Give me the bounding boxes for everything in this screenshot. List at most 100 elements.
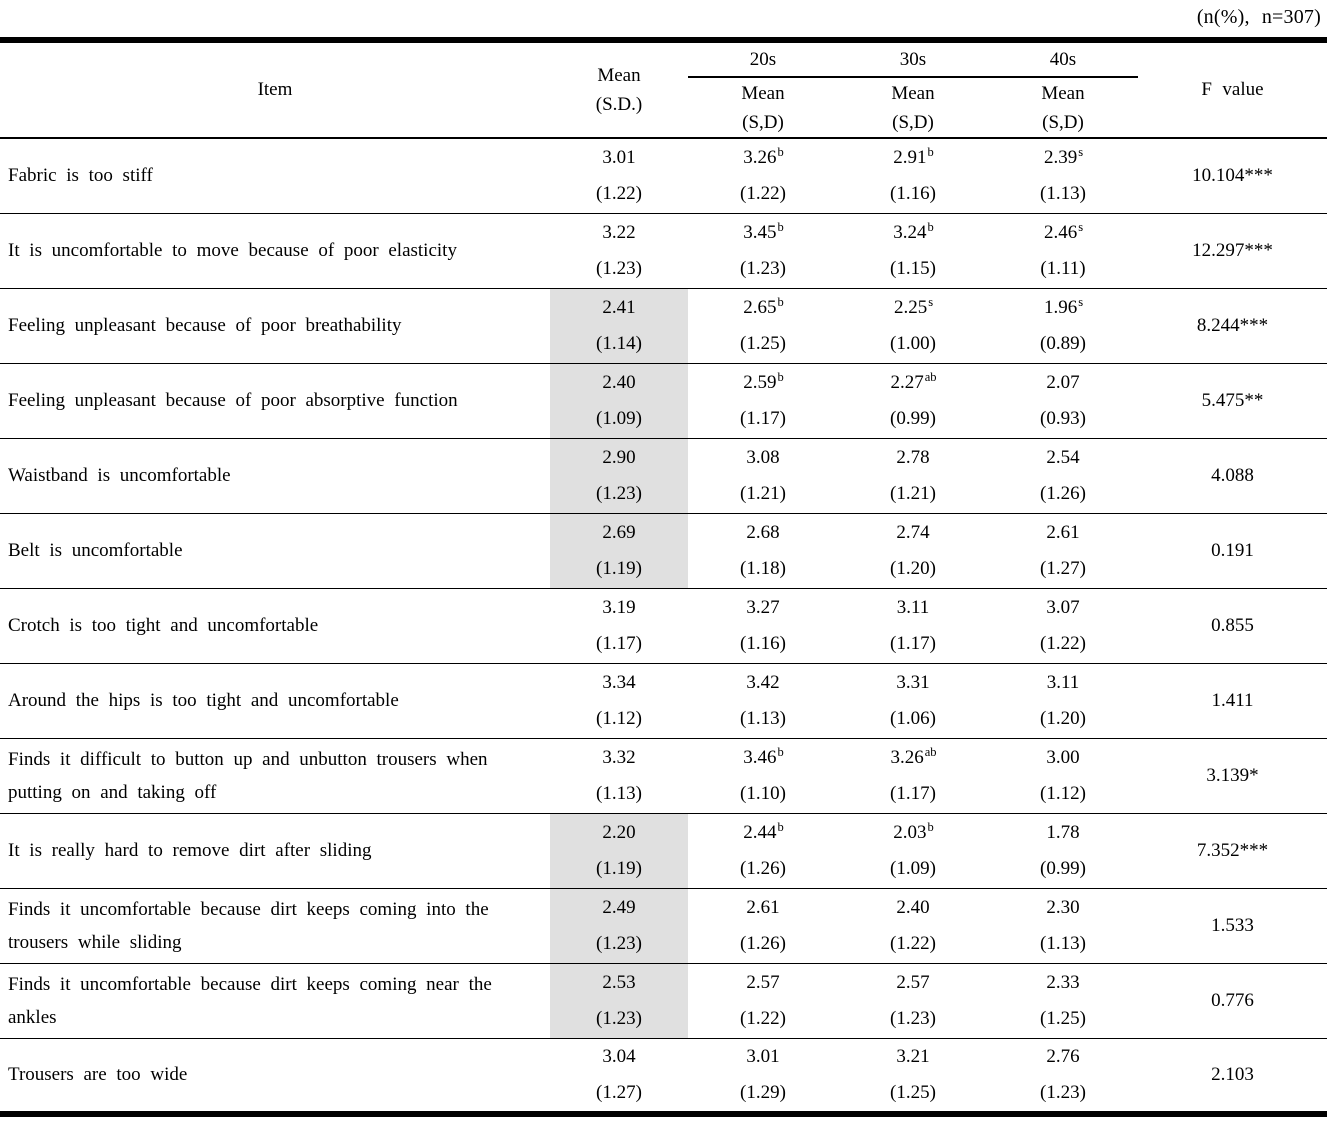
mean-value: 2.49 bbox=[602, 896, 636, 918]
subheader-20s-mean-sd: Mean (S,D) bbox=[688, 77, 838, 138]
mean-value: 2.25s bbox=[893, 295, 934, 318]
significance-superscript: s bbox=[928, 295, 934, 310]
mean-value: 3.27 bbox=[746, 596, 780, 618]
overall-mean-sd-cell: 3.22 (1.23) bbox=[550, 213, 688, 288]
mean-value: 3.01 bbox=[746, 1045, 780, 1067]
significance-superscript: ab bbox=[924, 745, 937, 760]
item-label-line: ankles bbox=[8, 1006, 57, 1028]
sd-value: (1.16) bbox=[740, 632, 786, 654]
sd-value: (1.23) bbox=[890, 1007, 936, 1029]
item-label-line: Feeling unpleasant because of poor absor… bbox=[8, 390, 458, 411]
sd-value: (1.09) bbox=[890, 857, 936, 879]
age-20s-cell: 3.27 (1.16) bbox=[688, 588, 838, 663]
item-label-line: Trousers are too wide bbox=[8, 1064, 188, 1085]
mean-value: 1.96s bbox=[1043, 295, 1084, 318]
f-value-cell: 0.855 bbox=[1211, 614, 1254, 636]
column-header-overall-mean: Mean (S.D.) bbox=[550, 40, 688, 138]
age-40s-cell: 2.76 (1.23) bbox=[988, 1038, 1138, 1114]
age-20s-cell: 3.42 (1.13) bbox=[688, 663, 838, 738]
mean-value: 2.78 bbox=[896, 446, 930, 468]
sd-value: (1.21) bbox=[890, 482, 936, 504]
sd-value: (1.25) bbox=[1040, 1007, 1086, 1029]
mean-value: 3.22 bbox=[602, 221, 636, 243]
table-header: Item Mean (S.D.) 20s 30s 40s F value Mea… bbox=[0, 40, 1327, 138]
significance-superscript: b bbox=[927, 820, 934, 835]
sub-sd-label: (S,D) bbox=[892, 111, 934, 133]
age-30s-cell: 2.40 (1.22) bbox=[838, 888, 988, 963]
mean-value: 3.19 bbox=[602, 596, 636, 618]
mean-value: 3.00 bbox=[1046, 746, 1080, 768]
mean-value: 2.61 bbox=[1046, 521, 1080, 543]
sd-value: (1.19) bbox=[596, 857, 642, 879]
age-20s-cell: 2.65b (1.25) bbox=[688, 288, 838, 363]
overall-mean-sd-cell: 2.69 (1.19) bbox=[550, 513, 688, 588]
age-40s-cell: 1.78 (0.99) bbox=[988, 813, 1138, 888]
mean-value: 2.61 bbox=[746, 896, 780, 918]
column-header-item: Item bbox=[257, 79, 293, 100]
sd-value: (1.20) bbox=[890, 557, 936, 579]
mean-value: 1.78 bbox=[1046, 821, 1080, 843]
f-value-cell: 1.411 bbox=[1211, 689, 1254, 711]
mean-value: 2.20 bbox=[602, 821, 636, 843]
mean-value: 2.41 bbox=[602, 296, 636, 318]
mean-value: 2.07 bbox=[1046, 371, 1080, 393]
sd-value: (1.23) bbox=[596, 932, 642, 954]
sub-sd-label: (S,D) bbox=[1042, 111, 1084, 133]
mean-value: 2.30 bbox=[1046, 896, 1080, 918]
mean-value: 2.46s bbox=[1043, 220, 1084, 243]
mean-value: 2.40 bbox=[896, 896, 930, 918]
f-value-cell: 7.352*** bbox=[1196, 839, 1269, 861]
column-header-20s: 20s bbox=[688, 40, 838, 78]
table-row: Waistband is uncomfortable 2.90 (1.23) 3.08… bbox=[0, 438, 1327, 513]
item-label: Finds it difficult to button up and unbu… bbox=[0, 738, 550, 813]
significance-superscript: b bbox=[927, 145, 934, 160]
mean-value: 3.08 bbox=[746, 446, 780, 468]
overall-mean-sd-cell: 2.40 (1.09) bbox=[550, 363, 688, 438]
f-value-cell: 0.191 bbox=[1211, 539, 1254, 561]
sub-mean-label: Mean bbox=[741, 82, 785, 104]
sd-value: (0.99) bbox=[890, 407, 936, 429]
overall-mean-label: Mean bbox=[597, 65, 641, 86]
significance-superscript: b bbox=[777, 145, 784, 160]
sd-value: (1.18) bbox=[740, 557, 786, 579]
age-20s-cell: 2.61 (1.26) bbox=[688, 888, 838, 963]
sd-value: (1.13) bbox=[596, 782, 642, 804]
mean-value: 2.39s bbox=[1043, 145, 1084, 168]
f-value-cell: 10.104*** bbox=[1192, 164, 1273, 186]
age-40s-cell: 2.61 (1.27) bbox=[988, 513, 1138, 588]
significance-superscript: b bbox=[777, 370, 784, 385]
significance-superscript: s bbox=[1078, 220, 1084, 235]
mean-value: 2.90 bbox=[602, 446, 636, 468]
overall-mean-sd-cell: 2.90 (1.23) bbox=[550, 438, 688, 513]
sd-value: (1.13) bbox=[740, 707, 786, 729]
overall-mean-sd-cell: 3.32 (1.13) bbox=[550, 738, 688, 813]
column-header-30s: 30s bbox=[838, 40, 988, 78]
sd-value: (1.26) bbox=[1040, 482, 1086, 504]
age-40s-cell: 3.11 (1.20) bbox=[988, 663, 1138, 738]
discomfort-statistics-table: Item Mean (S.D.) 20s 30s 40s F value Mea… bbox=[0, 37, 1327, 1117]
sd-value: (1.23) bbox=[1040, 1081, 1086, 1103]
age-40s-cell: 2.46s (1.11) bbox=[988, 213, 1138, 288]
mean-value: 2.33 bbox=[1046, 971, 1080, 993]
item-label: It is really hard to remove dirt after s… bbox=[0, 813, 550, 888]
table-row: Feeling unpleasant because of poor breat… bbox=[0, 288, 1327, 363]
mean-value: 2.40 bbox=[602, 371, 636, 393]
significance-superscript: b bbox=[777, 295, 784, 310]
significance-superscript: b bbox=[777, 745, 784, 760]
age-20s-cell: 3.08 (1.21) bbox=[688, 438, 838, 513]
overall-mean-sd-cell: 3.19 (1.17) bbox=[550, 588, 688, 663]
item-label: It is uncomfortable to move because of p… bbox=[0, 213, 550, 288]
item-label-line: Belt is uncomfortable bbox=[8, 540, 183, 561]
age-40s-cell: 2.39s (1.13) bbox=[988, 138, 1138, 213]
item-label: Waistband is uncomfortable bbox=[0, 438, 550, 513]
mean-value: 2.54 bbox=[1046, 446, 1080, 468]
age-30s-cell: 2.91b (1.16) bbox=[838, 138, 988, 213]
mean-value: 2.69 bbox=[602, 521, 636, 543]
age-30s-cell: 2.27ab (0.99) bbox=[838, 363, 988, 438]
sd-value: (1.25) bbox=[740, 332, 786, 354]
mean-value: 3.26ab bbox=[890, 745, 937, 768]
sample-size-note: (n(%), n=307) bbox=[1196, 6, 1321, 28]
mean-value: 3.31 bbox=[896, 671, 930, 693]
age-20s-cell: 2.59b (1.17) bbox=[688, 363, 838, 438]
overall-mean-sd-cell: 3.01 (1.22) bbox=[550, 138, 688, 213]
